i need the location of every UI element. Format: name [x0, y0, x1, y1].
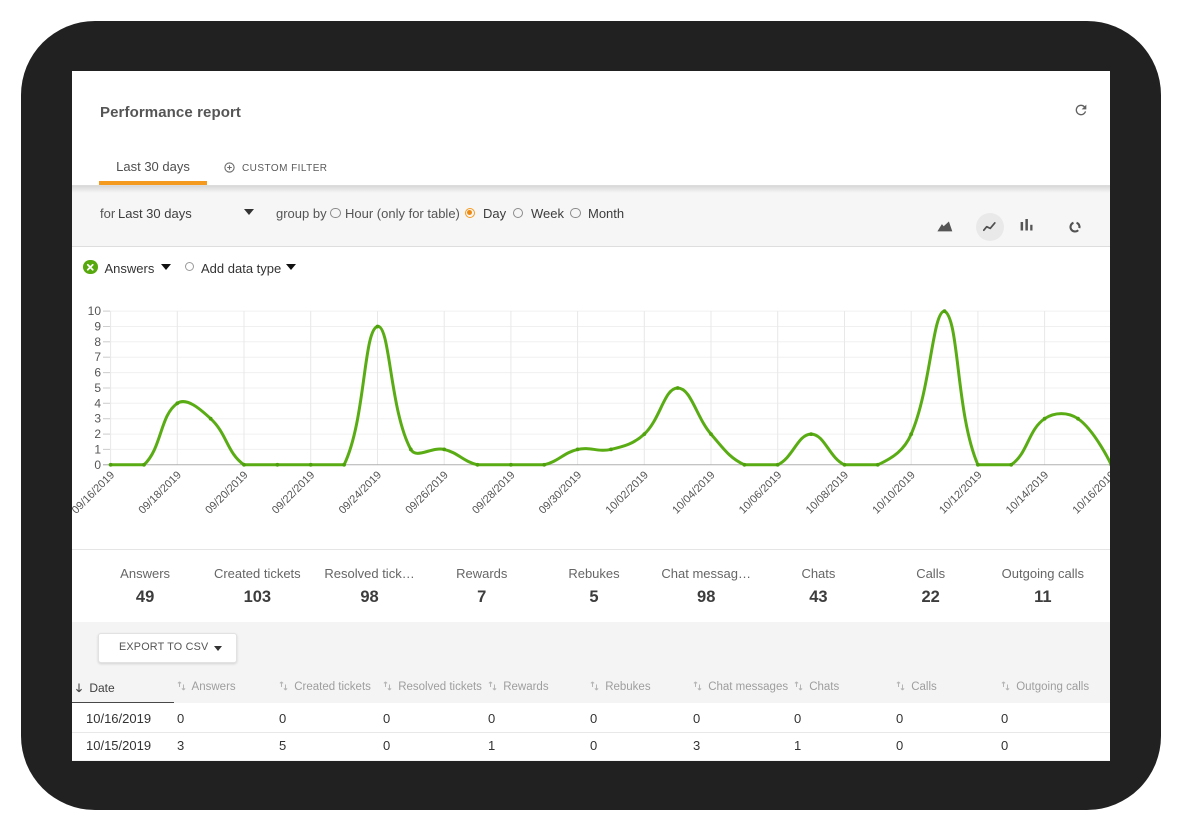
svg-text:10/12/2019: 10/12/2019 — [937, 469, 984, 516]
svg-text:7: 7 — [94, 350, 101, 364]
svg-text:5: 5 — [94, 381, 101, 395]
svg-text:09/24/2019: 09/24/2019 — [337, 469, 384, 516]
svg-text:09/20/2019: 09/20/2019 — [203, 469, 250, 516]
svg-text:6: 6 — [94, 366, 101, 380]
svg-text:9: 9 — [94, 320, 101, 334]
svg-text:4: 4 — [94, 396, 101, 410]
svg-text:09/22/2019: 09/22/2019 — [270, 469, 317, 516]
svg-text:09/16/2019: 09/16/2019 — [72, 469, 117, 516]
svg-text:10/04/2019: 10/04/2019 — [670, 469, 717, 516]
svg-text:8: 8 — [94, 335, 101, 349]
svg-text:09/30/2019: 09/30/2019 — [537, 469, 584, 516]
svg-text:1: 1 — [94, 442, 101, 456]
svg-text:10: 10 — [88, 304, 102, 318]
svg-text:2: 2 — [94, 427, 101, 441]
svg-text:09/28/2019: 09/28/2019 — [470, 469, 517, 516]
svg-text:10/02/2019: 10/02/2019 — [604, 469, 651, 516]
svg-text:10/10/2019: 10/10/2019 — [870, 469, 917, 516]
svg-text:09/18/2019: 09/18/2019 — [137, 469, 184, 516]
svg-text:3: 3 — [94, 412, 101, 426]
svg-text:10/08/2019: 10/08/2019 — [804, 469, 851, 516]
svg-text:10/06/2019: 10/06/2019 — [737, 469, 784, 516]
svg-text:10/16/2019: 10/16/2019 — [1071, 469, 1110, 516]
svg-text:10/14/2019: 10/14/2019 — [1004, 469, 1051, 516]
svg-text:0: 0 — [94, 458, 101, 472]
svg-text:09/26/2019: 09/26/2019 — [403, 469, 450, 516]
